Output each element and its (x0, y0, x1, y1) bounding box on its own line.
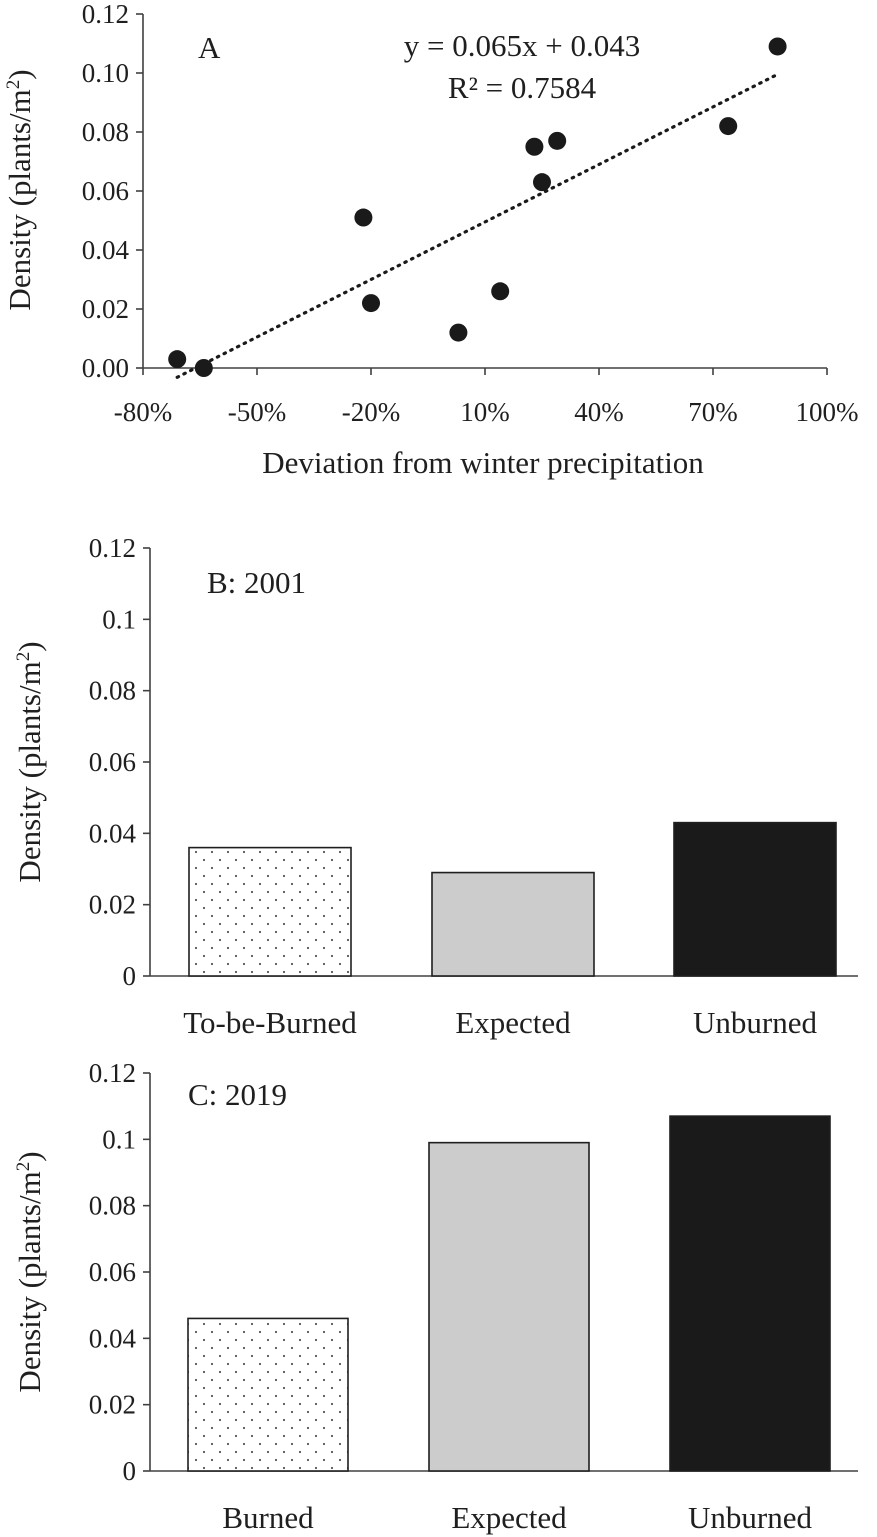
panel-c-y-tick-label: 0.08 (89, 1191, 136, 1221)
panel-b-category-label: Unburned (693, 1005, 817, 1040)
panel-c-ylabel-close: ) (12, 1151, 47, 1161)
trendline-equation: y = 0.065x + 0.043 (404, 28, 640, 63)
scatter-point (719, 117, 738, 136)
svg-text:Density (plants/m2): Density (plants/m2) (12, 641, 47, 882)
panel-b-y-tick-label: 0 (123, 961, 137, 991)
panel-b-ylabel-close: ) (12, 641, 47, 651)
panel-a-ylabel-sup: 2 (3, 80, 24, 90)
panel-a-y-axis-label: Density (plants/m2) (2, 69, 37, 310)
svg-text:Density (plants/m2): Density (plants/m2) (2, 69, 37, 310)
panel-c-y-axis-label: Density (plants/m2) (12, 1151, 47, 1392)
panel-a-y-tick-label: 0.08 (82, 117, 129, 147)
panel-b-category-label: Expected (455, 1005, 571, 1040)
panel-c-category-label: Expected (451, 1500, 567, 1535)
panel-a-y-tick-label: 0.04 (82, 235, 130, 265)
panel-a-ylabel-main: Density (plants/m (2, 89, 37, 310)
panel-b-bar (188, 846, 352, 977)
panel-c-bar-chart: Density (plants/m2) C: 2019 0 0.02 0.04 0.0… (12, 1058, 858, 1535)
r-squared-label: R² = 0.7584 (448, 70, 597, 105)
scatter-point (533, 173, 551, 192)
trendline (175, 72, 780, 379)
panel-a-scatter: Density (plants/m2) A y = 0.065x + 0.043… (2, 0, 859, 480)
panel-c-y-tick-label: 0.12 (89, 1058, 136, 1088)
scatter-point (768, 37, 787, 56)
panel-a-x-tick-label: 70% (688, 397, 738, 427)
panel-c-category-label: Unburned (688, 1500, 812, 1535)
scatter-point (449, 323, 468, 342)
panel-b-label: B: 2001 (207, 565, 306, 600)
panel-a-ylabel-close: ) (2, 69, 37, 79)
panel-a-x-tick-label: -80% (114, 397, 172, 427)
panel-b-y-tick-label: 0.02 (89, 890, 136, 920)
panel-c-bar (428, 1141, 590, 1472)
scatter-point (168, 350, 187, 369)
panel-c-y-tick-label: 0.06 (89, 1257, 136, 1287)
panel-a-x-tick-label: 40% (574, 397, 624, 427)
panel-c-y-tick-label: 0.1 (102, 1124, 136, 1154)
panel-a-x-tick-label: 100% (796, 397, 859, 427)
panel-b-bar-chart: Density (plants/m2) B: 2001 0 0.02 0.04 0.0… (12, 533, 858, 1040)
panel-a-label: A (198, 30, 221, 65)
panel-a-x-tick-label: 10% (460, 397, 510, 427)
panel-a-x-axis-label: Deviation from winter precipitation (262, 445, 704, 480)
panel-c-y-tick-label: 0 (123, 1456, 137, 1486)
svg-text:Density (plants/m2): Density (plants/m2) (12, 1151, 47, 1392)
panel-a-x-tick-label: -50% (228, 397, 286, 427)
panel-c-ylabel-sup: 2 (13, 1162, 34, 1172)
panel-b-y-tick-label: 0.04 (89, 818, 137, 848)
panel-b-y-tick-label: 0.1 (102, 604, 136, 634)
panel-b-y-tick-label: 0.12 (89, 533, 136, 563)
panel-b-y-tick-label: 0.06 (89, 747, 136, 777)
panel-a-y-tick-label: 0.00 (82, 353, 129, 383)
scatter-point (354, 208, 373, 227)
scatter-point (548, 131, 567, 150)
scatter-point (491, 282, 510, 301)
panel-b-ylabel-sup: 2 (13, 652, 34, 662)
panel-a-y-tick-label: 0.10 (82, 58, 129, 88)
panel-b-category-label: To-be-Burned (183, 1005, 357, 1040)
panel-c-bar (187, 1317, 349, 1472)
panel-a-x-tick-label: -20% (342, 397, 400, 427)
panel-c-label: C: 2019 (188, 1077, 287, 1112)
scatter-point (362, 294, 380, 313)
panel-b-bar (673, 821, 837, 977)
panel-b-bar (431, 871, 595, 977)
panel-c-category-label: Burned (222, 1500, 314, 1535)
scatter-point (194, 359, 213, 377)
panel-a-y-tick-label: 0.12 (82, 0, 129, 29)
scatter-point (525, 137, 544, 156)
panel-c-bar (669, 1115, 831, 1472)
panel-a-y-tick-label: 0.02 (82, 294, 129, 324)
panel-c-y-tick-label: 0.02 (89, 1390, 136, 1420)
panel-c-y-tick-label: 0.04 (89, 1323, 137, 1353)
panel-c-ylabel-main: Density (plants/m (12, 1171, 47, 1392)
panel-a-y-tick-label: 0.06 (82, 176, 129, 206)
panel-b-y-axis-label: Density (plants/m2) (12, 641, 47, 882)
panel-b-ylabel-main: Density (plants/m (12, 661, 47, 882)
panel-b-y-tick-label: 0.08 (89, 676, 136, 706)
